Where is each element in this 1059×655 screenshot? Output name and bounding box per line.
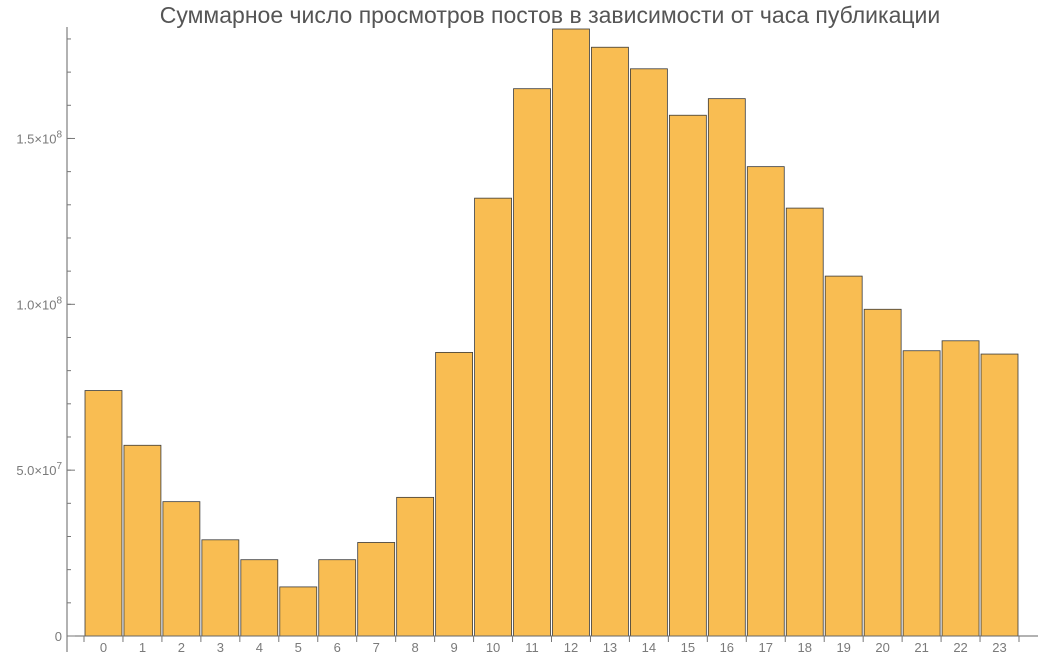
bar-hour-1 xyxy=(123,444,162,637)
bars-group xyxy=(84,28,1019,637)
x-tick-label: 23 xyxy=(992,640,1006,655)
bar-hour-16 xyxy=(707,98,746,637)
x-tick-label: 22 xyxy=(953,640,967,655)
y-tick-label: 0 xyxy=(55,629,62,644)
bar-hour-17 xyxy=(746,166,785,637)
bar-hour-15 xyxy=(668,114,707,637)
bar-hour-8 xyxy=(396,496,435,637)
x-tick-label: 1 xyxy=(139,640,146,655)
x-tick-label: 7 xyxy=(373,640,380,655)
x-tick-label: 4 xyxy=(256,640,263,655)
x-tick-label: 11 xyxy=(525,640,539,655)
x-axis: 0 1 2 3 4 5 6 7 8 9 10 11 12 13 14 15 16 17 18 19 20 21 22 23 xyxy=(67,635,1038,655)
bar-hour-20 xyxy=(863,308,902,637)
x-tick-label: 16 xyxy=(720,640,734,655)
bar-hour-7 xyxy=(357,542,396,637)
bar-hour-13 xyxy=(591,46,629,637)
bar-hour-23 xyxy=(980,353,1019,637)
bar-hour-11 xyxy=(513,88,551,637)
x-tick-label: 20 xyxy=(875,640,889,655)
x-tick-label: 15 xyxy=(681,640,695,655)
bar-hour-18 xyxy=(785,207,824,637)
y-tick-label: 1.0×108 xyxy=(16,295,62,312)
bar-hour-19 xyxy=(824,275,863,637)
bar-hour-9 xyxy=(435,351,473,637)
bar-hour-3 xyxy=(201,539,240,637)
bar-hour-21 xyxy=(902,350,941,637)
bar-hour-5 xyxy=(279,586,318,637)
x-tick-label: 17 xyxy=(759,640,773,655)
bar-hour-12 xyxy=(552,28,590,637)
bar-hour-4 xyxy=(240,559,279,637)
x-tick-label: 2 xyxy=(178,640,185,655)
x-tick-label: 12 xyxy=(564,640,578,655)
y-axis: 0 5.0×107 1.0×108 1.5×108 xyxy=(16,27,75,652)
x-tick-label: 8 xyxy=(412,640,419,655)
x-tick-label: 10 xyxy=(486,640,500,655)
bar-hour-2 xyxy=(162,501,201,637)
y-tick-label: 1.5×108 xyxy=(16,129,62,146)
x-tick-label: 19 xyxy=(836,640,850,655)
x-tick-label: 21 xyxy=(914,640,928,655)
x-tick-label: 3 xyxy=(217,640,224,655)
x-tick-label: 9 xyxy=(450,640,457,655)
x-tick-label: 6 xyxy=(334,640,341,655)
bar-hour-14 xyxy=(630,68,668,637)
bar-hour-6 xyxy=(318,559,357,637)
y-tick-label: 5.0×107 xyxy=(16,461,62,478)
x-tick-label: 18 xyxy=(797,640,811,655)
x-tick-label: 5 xyxy=(295,640,302,655)
bar-hour-22 xyxy=(941,340,980,637)
bar-hour-0 xyxy=(84,390,123,637)
x-tick-label: 13 xyxy=(603,640,617,655)
x-tick-label: 0 xyxy=(100,640,107,655)
bar-hour-10 xyxy=(474,197,512,637)
x-tick-label: 14 xyxy=(642,640,656,655)
chart-title: Суммарное число просмотров постов в зави… xyxy=(160,2,940,28)
